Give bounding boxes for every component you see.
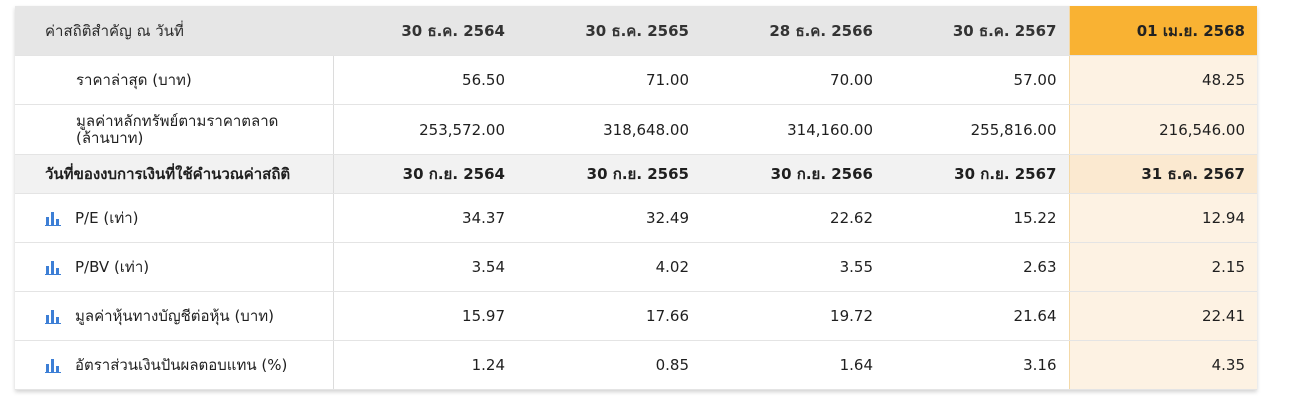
header-date-current: 01 เม.ย. 2568	[1068, 6, 1257, 56]
row-label: วันที่ของงบการเงินที่ใช้คำนวณค่าสถิติ	[15, 154, 334, 194]
header-date: 30 ธ.ค. 2567	[885, 6, 1069, 56]
table-row-yield: อัตราส่วนเงินปันผลตอบแทน (%) 1.24 0.85 1…	[15, 340, 1257, 390]
cell-value-current: 31 ธ.ค. 2567	[1068, 154, 1257, 194]
cell-value: 56.50	[333, 55, 517, 105]
cell-value: 30 ก.ย. 2567	[885, 154, 1069, 194]
cell-value: 1.24	[333, 340, 517, 390]
header-row: ค่าสถิติสำคัญ ณ วันที่ 30 ธ.ค. 2564 30 ธ…	[15, 6, 1257, 56]
header-date: 30 ธ.ค. 2565	[517, 6, 701, 56]
row-label: P/BV (เท่า)	[75, 258, 150, 276]
cell-value: 30 ก.ย. 2565	[517, 154, 701, 194]
cell-value: 17.66	[517, 291, 701, 341]
cell-value: 22.62	[701, 193, 885, 243]
cell-value-current: 22.41	[1068, 291, 1257, 341]
header-date: 30 ธ.ค. 2564	[333, 6, 517, 56]
cell-value: 70.00	[701, 55, 885, 105]
table-row-price: ราคาล่าสุด (บาท) 56.50 71.00 70.00 57.00…	[15, 55, 1257, 105]
cell-value: 30 ก.ย. 2566	[701, 154, 885, 194]
cell-value: 19.72	[701, 291, 885, 341]
cell-value: 32.49	[517, 193, 701, 243]
cell-value: 57.00	[885, 55, 1069, 105]
cell-value: 30 ก.ย. 2564	[333, 154, 517, 194]
table-row-market-cap: มูลค่าหลักทรัพย์ตามราคาตลาด (ล้านบาท) 25…	[15, 104, 1257, 155]
cell-value: 255,816.00	[885, 104, 1069, 155]
cell-value: 21.64	[885, 291, 1069, 341]
cell-value-current: 48.25	[1068, 55, 1257, 105]
cell-value: 314,160.00	[701, 104, 885, 155]
cell-value: 4.02	[517, 242, 701, 292]
cell-value-current: 12.94	[1068, 193, 1257, 243]
bar-chart-icon[interactable]	[45, 260, 61, 275]
cell-value: 3.54	[333, 242, 517, 292]
key-statistics-table: ค่าสถิติสำคัญ ณ วันที่ 30 ธ.ค. 2564 30 ธ…	[15, 6, 1257, 390]
cell-value: 15.22	[885, 193, 1069, 243]
table-row-pbv: P/BV (เท่า) 3.54 4.02 3.55 2.63 2.15	[15, 242, 1257, 292]
cell-value: 3.55	[701, 242, 885, 292]
cell-value: 318,648.00	[517, 104, 701, 155]
cell-value: 71.00	[517, 55, 701, 105]
header-label: ค่าสถิติสำคัญ ณ วันที่	[15, 6, 333, 56]
cell-value-current: 4.35	[1068, 340, 1257, 390]
bar-chart-icon[interactable]	[45, 309, 61, 324]
table-row-fin-date: วันที่ของงบการเงินที่ใช้คำนวณค่าสถิติ 30…	[15, 154, 1257, 194]
cell-value: 15.97	[333, 291, 517, 341]
cell-value: 34.37	[333, 193, 517, 243]
row-label: P/E (เท่า)	[75, 209, 139, 227]
cell-value-current: 2.15	[1068, 242, 1257, 292]
cell-value: 1.64	[701, 340, 885, 390]
table-row-bvps: มูลค่าหุ้นทางบัญชีต่อหุ้น (บาท) 15.97 17…	[15, 291, 1257, 341]
bar-chart-icon[interactable]	[45, 211, 61, 226]
row-label: อัตราส่วนเงินปันผลตอบแทน (%)	[75, 356, 288, 374]
row-label: มูลค่าหลักทรัพย์ตามราคาตลาด (ล้านบาท)	[76, 111, 279, 147]
bar-chart-icon[interactable]	[45, 358, 61, 373]
cell-value: 3.16	[885, 340, 1069, 390]
cell-value: 2.63	[885, 242, 1069, 292]
table-row-pe: P/E (เท่า) 34.37 32.49 22.62 15.22 12.94	[15, 193, 1257, 243]
cell-value: 0.85	[517, 340, 701, 390]
header-date: 28 ธ.ค. 2566	[701, 6, 885, 56]
row-label: ราคาล่าสุด (บาท)	[76, 71, 192, 89]
cell-value-current: 216,546.00	[1068, 104, 1257, 155]
row-label: มูลค่าหุ้นทางบัญชีต่อหุ้น (บาท)	[75, 307, 274, 325]
cell-value: 253,572.00	[333, 104, 517, 155]
